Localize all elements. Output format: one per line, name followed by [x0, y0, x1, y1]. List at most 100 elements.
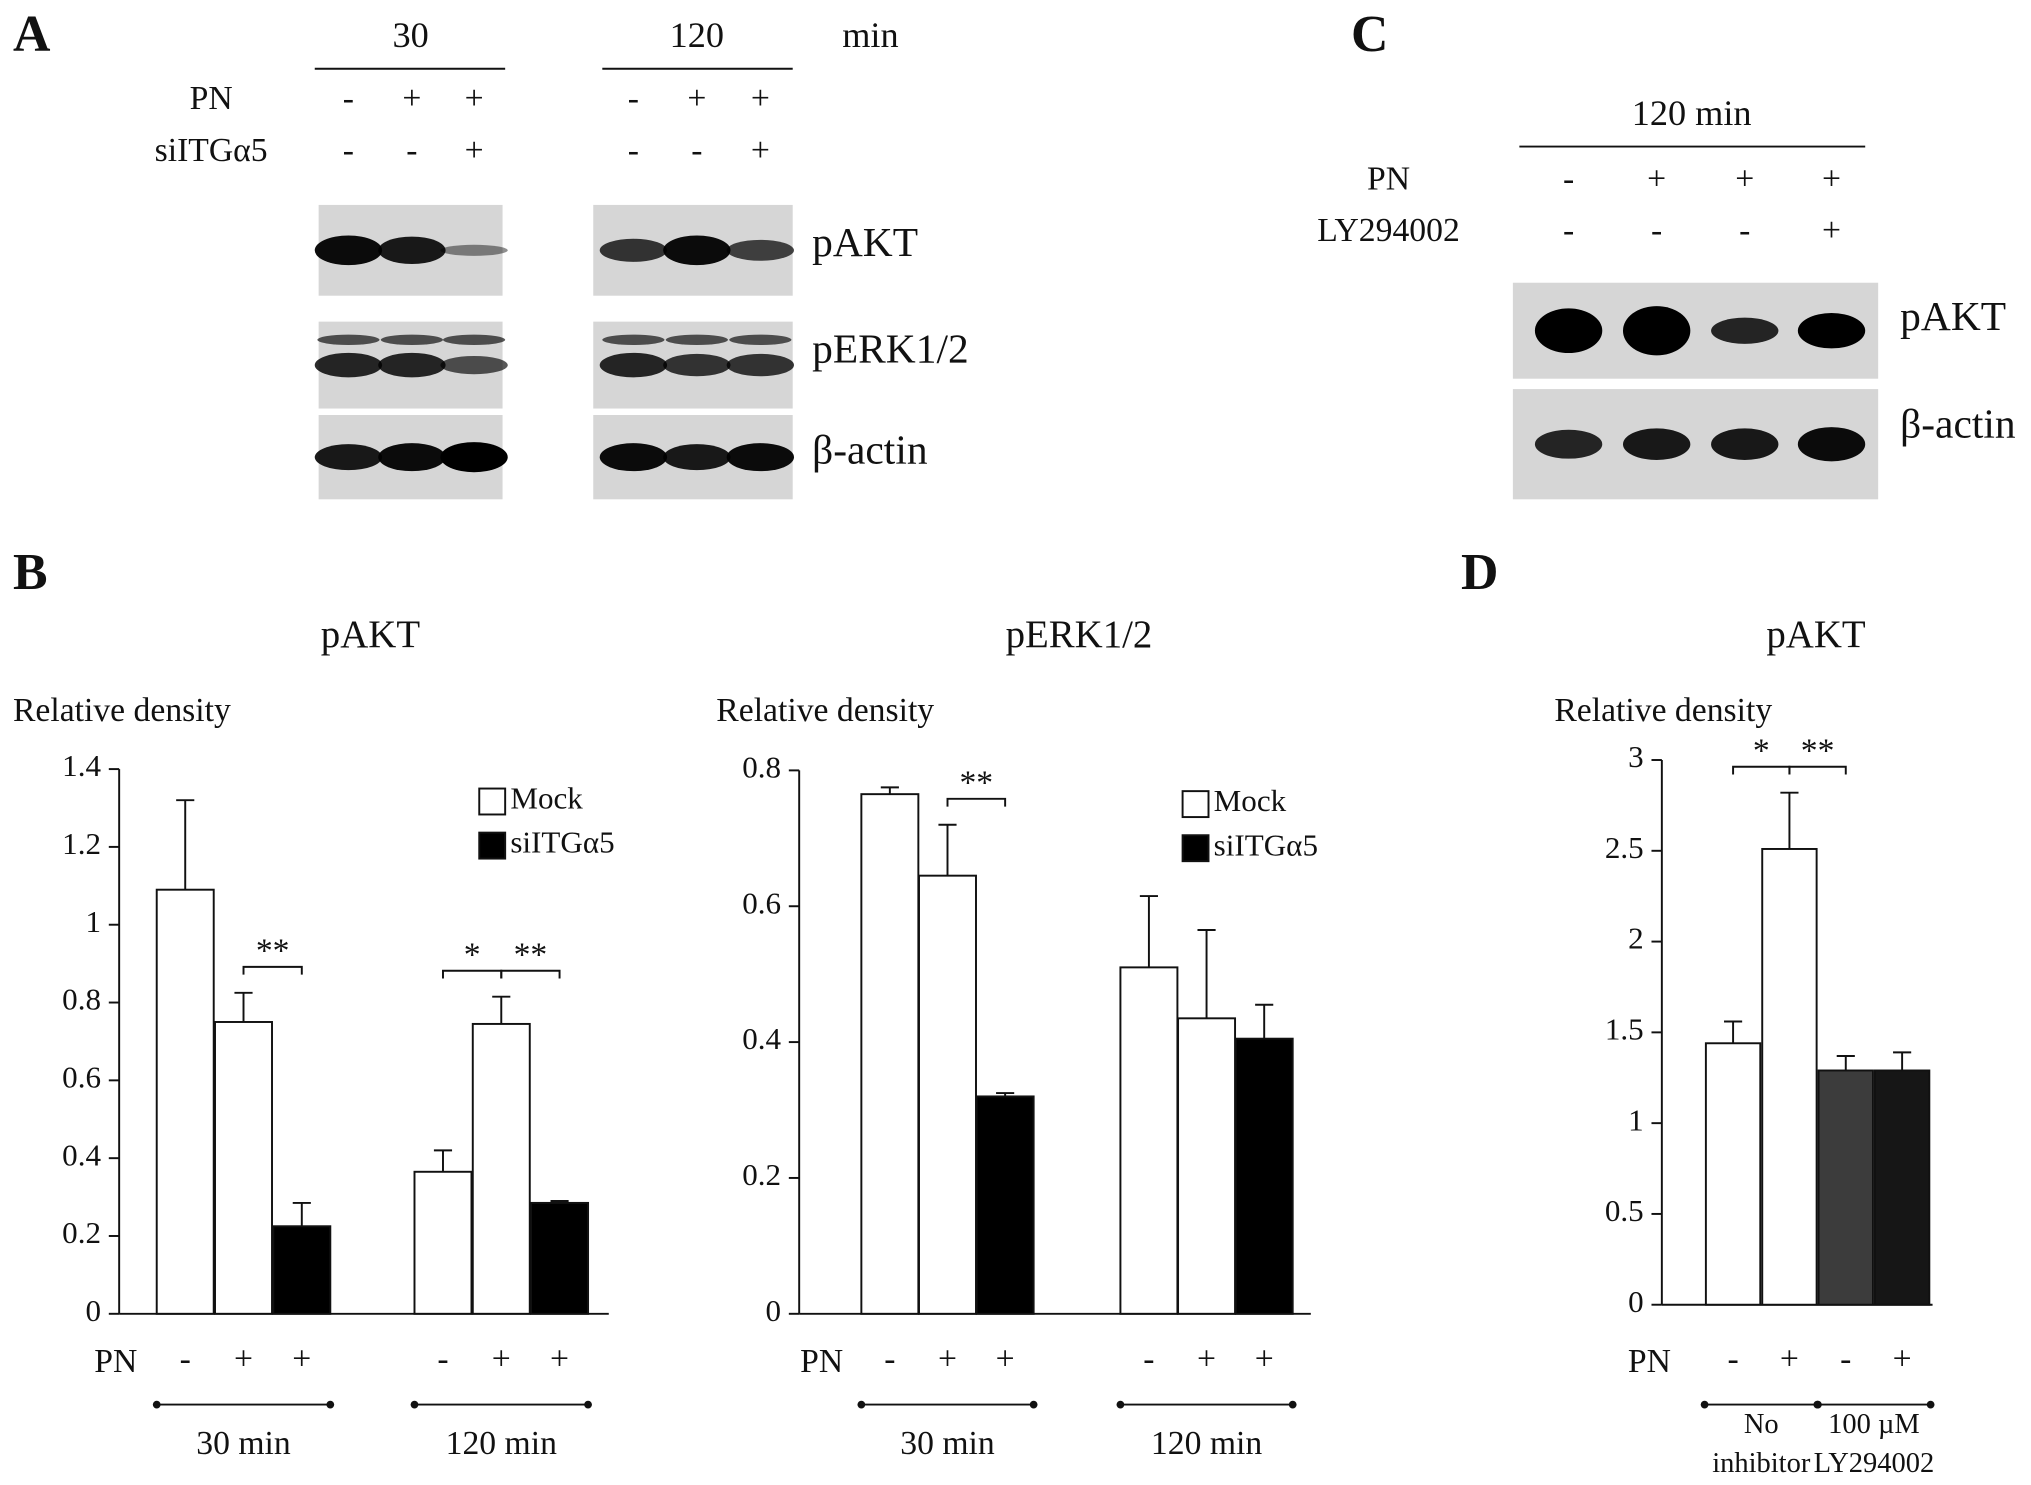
- blot-band: [663, 235, 731, 266]
- y-tick-label: 0.6: [742, 885, 781, 920]
- y-tick-label: 0.4: [742, 1021, 781, 1056]
- blot-band: [442, 334, 506, 345]
- group-dot: [584, 1400, 592, 1409]
- blot-band: [1797, 313, 1866, 349]
- treatment-sign: -: [1739, 212, 1750, 249]
- x-tick-label: -: [437, 1341, 448, 1378]
- treatment-sign: +: [1647, 160, 1666, 197]
- treatment-sign: +: [1822, 212, 1841, 249]
- blot-band: [663, 444, 731, 471]
- treatment-sign: -: [343, 132, 354, 169]
- x-tick-label: +: [1197, 1341, 1216, 1378]
- blot-band: [380, 334, 443, 345]
- bar: [1761, 848, 1818, 1306]
- x-tick-label: +: [292, 1341, 311, 1378]
- y-tick-label: 1: [1628, 1102, 1644, 1137]
- significance-label: **: [256, 933, 290, 970]
- error-bar: [1780, 791, 1799, 849]
- group-dot: [410, 1400, 419, 1409]
- blot-band: [317, 334, 380, 345]
- significance-bracket: [242, 965, 303, 975]
- bar: [413, 1170, 473, 1315]
- significance-bracket: [1788, 765, 1847, 775]
- treatment-sign: +: [751, 132, 770, 169]
- treatment-sign: +: [1735, 160, 1754, 197]
- blot-band: [1534, 429, 1603, 459]
- y-tick-label: 0.2: [62, 1215, 101, 1250]
- x-tick-label: +: [938, 1341, 957, 1378]
- group-label: LY294002: [1814, 1448, 1935, 1479]
- x-axis-title: PN: [1628, 1343, 1671, 1380]
- treatment-sign: +: [402, 80, 421, 117]
- time-unit: min: [842, 15, 898, 55]
- blot-band: [314, 352, 383, 378]
- blot-band: [378, 352, 446, 378]
- group-label: No: [1744, 1409, 1779, 1440]
- x-tick-label: -: [1840, 1341, 1851, 1378]
- blot-band: [1797, 427, 1866, 462]
- significance-label: **: [1801, 733, 1835, 770]
- group-dot: [1116, 1400, 1125, 1409]
- error-bar: [492, 995, 511, 1024]
- bar: [214, 1021, 273, 1315]
- treatment-sign: +: [465, 80, 484, 117]
- blot-band: [1711, 317, 1779, 344]
- x-tick-label: +: [1780, 1341, 1799, 1378]
- y-tick-label: 3: [1628, 739, 1644, 774]
- chart-title: pAKT: [321, 613, 421, 656]
- significance-label: *: [464, 937, 481, 974]
- legend-swatch: [1181, 790, 1210, 819]
- treatment-sign: +: [687, 80, 706, 117]
- y-tick-label: 1.2: [62, 826, 101, 861]
- blot-band: [314, 444, 383, 471]
- treatment-label: PN: [1367, 160, 1410, 197]
- blot-band: [440, 244, 508, 256]
- y-tick-label: 0.2: [742, 1157, 781, 1192]
- y-tick-label: 0: [1628, 1284, 1644, 1319]
- chart-title: pERK1/2: [1006, 613, 1153, 656]
- group-label: 120 min: [1151, 1425, 1262, 1462]
- legend-swatch: [478, 831, 507, 860]
- treatment-sign: -: [691, 132, 702, 169]
- group-dot: [1700, 1400, 1709, 1409]
- x-tick-label: -: [180, 1341, 191, 1378]
- group-dot: [1288, 1400, 1297, 1409]
- x-tick-label: +: [1255, 1341, 1274, 1378]
- error-bar: [880, 786, 899, 795]
- blot-band: [314, 235, 383, 266]
- bar: [860, 793, 920, 1315]
- group-dot: [326, 1400, 335, 1409]
- blot-band: [440, 355, 508, 375]
- y-tick-label: 0: [85, 1293, 101, 1328]
- bar: [1704, 1042, 1762, 1306]
- blot-band: [378, 443, 446, 472]
- group-dot: [1926, 1400, 1935, 1409]
- treatment-label: siITGα5: [155, 132, 268, 169]
- error-bar: [234, 991, 253, 1022]
- bar: [975, 1095, 1035, 1315]
- x-tick-label: +: [550, 1341, 569, 1378]
- y-tick-label: 0.5: [1605, 1193, 1644, 1228]
- bar: [471, 1022, 531, 1315]
- group-dot: [152, 1400, 161, 1409]
- error-bar: [1893, 1051, 1912, 1071]
- bar: [1119, 966, 1179, 1315]
- error-bar: [433, 1149, 453, 1172]
- bar: [530, 1201, 590, 1315]
- blot-band: [599, 443, 668, 472]
- error-bar: [1724, 1020, 1743, 1044]
- bar: [272, 1225, 332, 1315]
- treatment-sign: -: [1563, 212, 1574, 249]
- band-label: pAKT: [812, 219, 918, 265]
- y-tick-label: 2: [1628, 921, 1644, 956]
- blot-band: [1534, 308, 1603, 354]
- y-tick-label: 0.6: [62, 1059, 101, 1094]
- blot-band: [602, 334, 665, 345]
- treatment-sign: -: [628, 132, 639, 169]
- chart-title: pAKT: [1766, 613, 1866, 656]
- significance-bracket: [946, 797, 1007, 807]
- treatment-sign: +: [465, 132, 484, 169]
- panel-label: A: [13, 6, 51, 63]
